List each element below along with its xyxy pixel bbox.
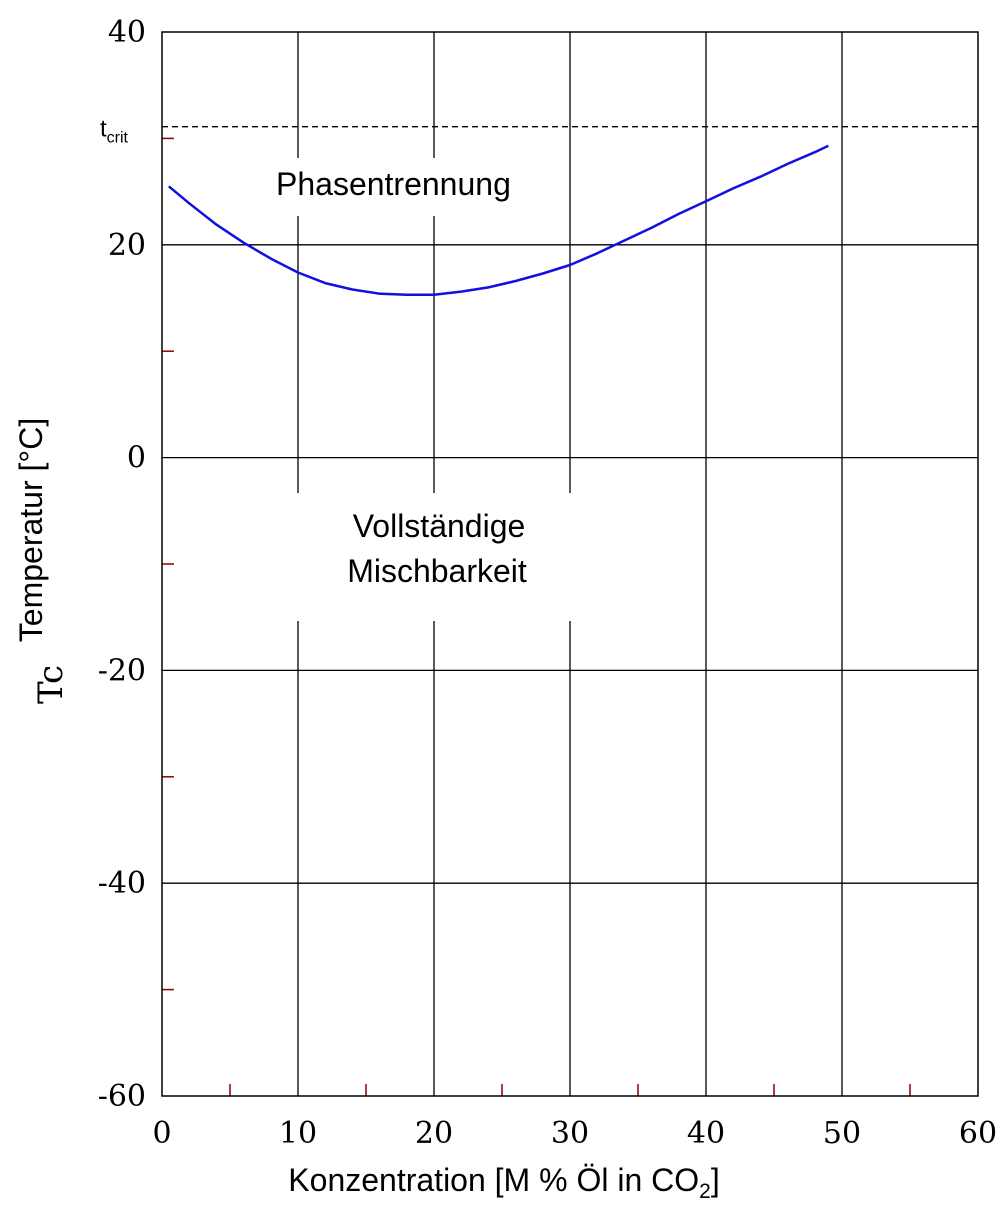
x-tick-label: 20 [415, 1116, 453, 1151]
y-tick-labels: 40 20 0 -20 -40 -60 [98, 15, 146, 1114]
y-tick-label: -20 [98, 653, 146, 688]
y-tick-label: -60 [98, 1079, 146, 1114]
critical-temperature-label: tcrit [100, 116, 129, 147]
x-axis-label-main: Konzentration [M % Öl in CO [288, 1162, 699, 1198]
y-tick-label: 40 [108, 15, 146, 50]
x-tick-label: 0 [152, 1116, 171, 1151]
x-axis-label-end: ] [711, 1162, 720, 1198]
label-background-upper [262, 158, 562, 216]
annotation-mischbarkeit: Mischbarkeit [347, 553, 527, 589]
y-axis-overlap-label: Tc [31, 665, 71, 704]
series-group [167, 144, 829, 297]
x-tick-label: 10 [279, 1116, 317, 1151]
x-axis-label-sub: 2 [699, 1180, 711, 1203]
x-tick-label: 50 [823, 1116, 861, 1151]
annotation-phasentrennung: Phasentrennung [276, 166, 511, 202]
label-background-lower [288, 493, 600, 621]
y-tick-label: 20 [108, 228, 146, 263]
y-tick-label: 0 [127, 441, 146, 476]
x-axis-label: Konzentration [M % Öl in CO2] [288, 1162, 719, 1203]
annotation-vollstaendige: Vollständige [353, 508, 526, 544]
x-tick-label: 60 [959, 1116, 997, 1151]
x-tick-labels: 0 10 20 30 40 50 60 [152, 1116, 997, 1151]
plot-area-frame [161, 31, 979, 1097]
x-tick-label: 30 [551, 1116, 589, 1151]
y-tick-label: -40 [98, 866, 146, 901]
crit-label-sub: crit [107, 130, 129, 147]
minor-ticks [162, 137, 911, 1096]
crit-label-main: t [100, 116, 107, 143]
series-line [167, 144, 829, 297]
y-axis-label: Temperatur [°C] [13, 418, 49, 642]
x-tick-label: 40 [687, 1116, 725, 1151]
